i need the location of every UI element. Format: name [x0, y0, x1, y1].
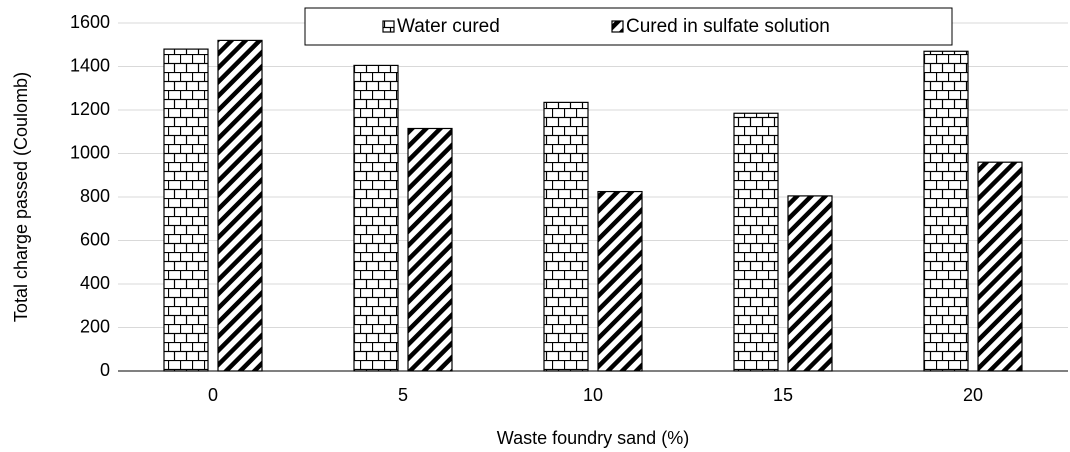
legend-label: Water cured [397, 16, 500, 37]
x-tick-label: 0 [208, 385, 218, 405]
x-tick-label: 5 [398, 385, 408, 405]
bar [407, 127, 453, 372]
bar [923, 50, 969, 372]
y-tick-label: 1000 [70, 142, 110, 162]
x-axis-title: Waste foundry sand (%) [497, 428, 689, 448]
y-tick-label: 200 [80, 316, 110, 336]
bar [543, 101, 589, 372]
bar [733, 112, 779, 372]
legend-marker [382, 20, 395, 33]
y-tick-label: 1400 [70, 55, 110, 75]
y-tick-label: 1200 [70, 99, 110, 119]
bar [217, 39, 263, 372]
y-tick-label: 0 [100, 360, 110, 380]
bar [977, 161, 1023, 372]
bar [163, 48, 209, 372]
legend-box [304, 7, 953, 46]
x-tick-label: 10 [583, 385, 603, 405]
bar [787, 195, 833, 372]
y-axis-title: Total charge passed (Coulomb) [11, 72, 31, 322]
bar [597, 190, 643, 372]
y-tick-label: 600 [80, 229, 110, 249]
y-tick-label: 1600 [70, 12, 110, 32]
legend-marker [611, 20, 624, 33]
bar [353, 64, 399, 372]
x-tick-label: 15 [773, 385, 793, 405]
y-tick-label: 800 [80, 186, 110, 206]
legend-label: Cured in sulfate solution [626, 16, 830, 37]
x-tick-label: 20 [963, 385, 983, 405]
y-tick-label: 400 [80, 273, 110, 293]
